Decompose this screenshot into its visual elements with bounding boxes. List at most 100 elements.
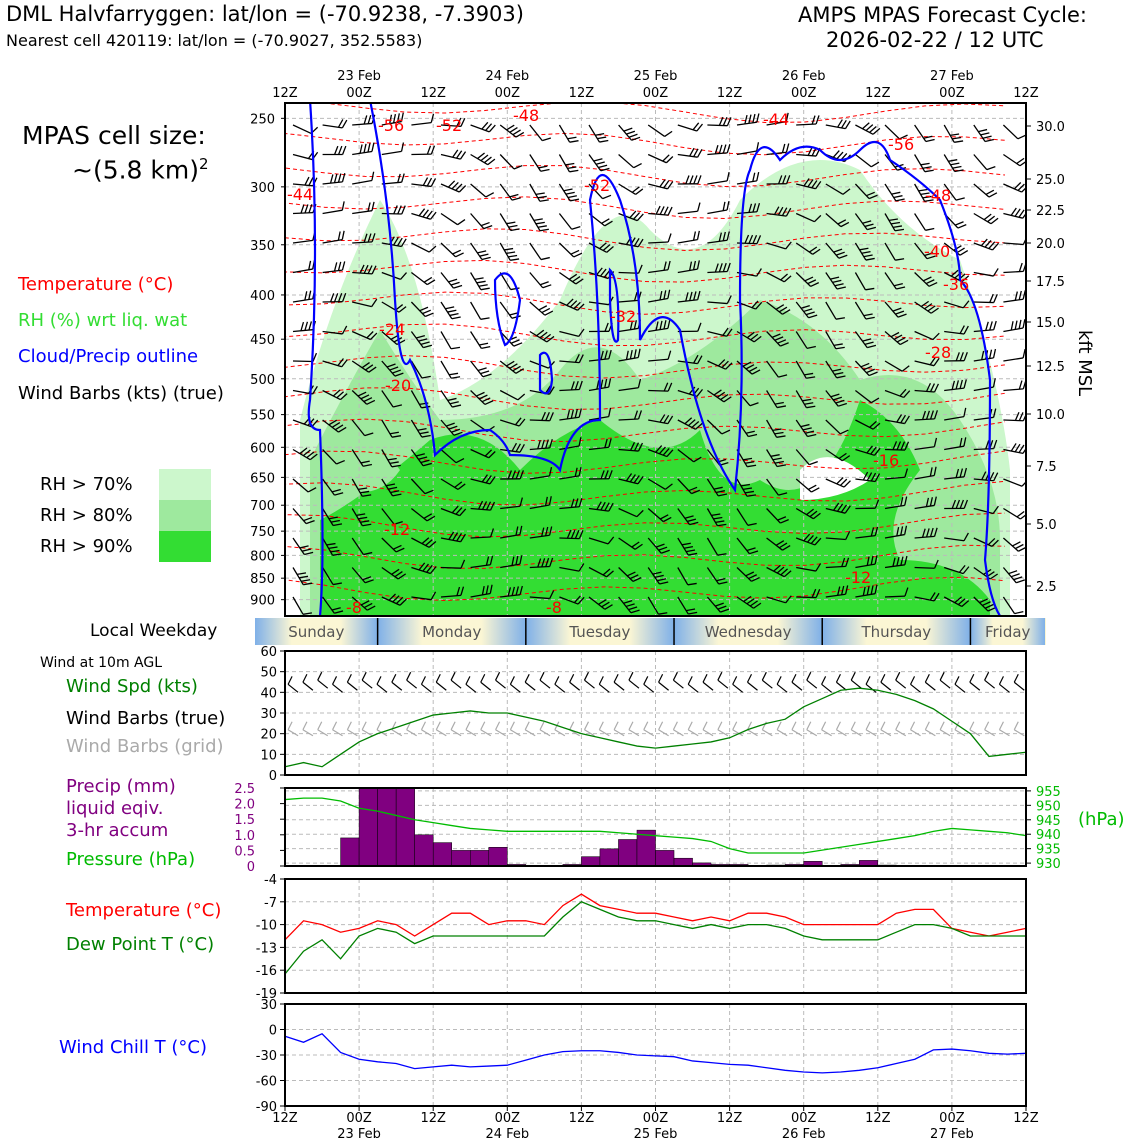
wind-barb-flag: [577, 303, 585, 311]
wind-barb-flag: [1010, 207, 1017, 216]
local-weekday-label: Local Weekday: [90, 621, 218, 641]
wind-barb-flag: [992, 378, 996, 388]
wind-barb-shaft: [766, 478, 779, 496]
wind-barb-flag: [489, 555, 494, 565]
wind-barb-flag: [1014, 443, 1021, 453]
wind-barb: [677, 354, 703, 365]
wind-barb-flag: [363, 551, 373, 556]
wind-barb: [795, 419, 817, 438]
wind-barb-flag: [952, 165, 962, 169]
wind-barb-true-shaft: [939, 679, 951, 689]
wind-barb-flag: [843, 480, 851, 488]
wind-barb: [884, 272, 906, 290]
y-tick-label-left: 250: [250, 112, 275, 127]
wind-barb: [470, 213, 493, 230]
wind-barb-flag: [655, 543, 665, 548]
wind-barb: [796, 178, 822, 190]
wind-barb: [588, 242, 614, 253]
y-tick-label: -90: [256, 1100, 277, 1115]
wind-barb-true: [984, 671, 996, 689]
wind-barb-flag: [363, 264, 369, 274]
wind-barb-flag: [362, 494, 372, 497]
wind-barb-flag: [988, 349, 993, 359]
wind-barb: [795, 360, 816, 379]
wind-barb: [618, 567, 642, 582]
wind-barb-flag: [693, 354, 699, 364]
y-tick-label-left: 750: [250, 525, 275, 540]
wind-barb-flag: [519, 470, 524, 480]
wind-barb-flag: [659, 179, 666, 188]
wind-barb: [825, 183, 851, 195]
wind-barb-flag: [780, 568, 788, 576]
wind-barb-flag: [333, 262, 338, 272]
wind-barb-grid-shaft: [747, 729, 758, 737]
wind-barb-shaft: [588, 124, 600, 143]
wind-barb-flag: [950, 162, 960, 166]
wind-barb-flag: [1013, 576, 1023, 581]
wind-barb-flag: [449, 312, 459, 317]
wind-barb-shaft: [825, 419, 841, 435]
wind-barb-flag: [896, 441, 902, 451]
wind-barb-grid-shaft: [495, 729, 506, 737]
temperature-contour: [285, 228, 1006, 251]
date-label: 25 Feb: [634, 1127, 678, 1140]
wind-barb-flag: [751, 300, 759, 309]
wind-barb-true-shaft: [910, 683, 921, 693]
wind-barb-flag: [540, 168, 550, 172]
wind-barb-flag: [717, 553, 727, 556]
wind-barb-flag: [301, 548, 311, 552]
wind-barb-flag: [301, 579, 311, 582]
wind-barb: [648, 350, 672, 362]
temperature-contour: [285, 418, 1006, 443]
wind-barb-flag: [544, 496, 548, 506]
wind-barb-flag: [838, 254, 848, 259]
wind-barb: [440, 149, 467, 160]
precip-bar: [673, 857, 693, 867]
wind-barb-shaft: [618, 183, 637, 195]
wind-barb-shaft: [943, 124, 955, 143]
legend-rh: RH (%) wrt liq. wat: [18, 310, 188, 331]
wind-barb-flag: [840, 119, 847, 129]
wind-barb-shaft: [647, 124, 665, 137]
wind-barb-flag: [460, 586, 465, 596]
wind-barb-grid-shaft: [791, 729, 803, 737]
wind-barb: [411, 591, 437, 601]
wind-barb-flag: [933, 466, 937, 476]
cell-size-exponent: 2: [199, 155, 209, 173]
precip-accum-label: 3-hr accum: [66, 820, 169, 841]
wind-barb-shaft: [470, 242, 483, 260]
wind-barb-flag: [481, 474, 488, 483]
wind-barb-true-shaft: [480, 681, 492, 691]
wind-barb-flag: [599, 139, 609, 143]
wind-barb-flag: [925, 410, 930, 420]
wind-barb-true-flag: [583, 671, 590, 681]
wind-barb-flag: [778, 374, 788, 378]
wind-barb-flag: [299, 575, 309, 579]
y-tick-label-left: 400: [250, 289, 275, 304]
wind-barb-flag: [397, 205, 402, 215]
wind-barb: [1003, 380, 1026, 392]
wind-barb-flag: [713, 389, 722, 396]
wind-barb-flag: [629, 574, 639, 580]
wind-barb-flag: [451, 505, 459, 514]
wind-barb-true-shaft: [584, 679, 595, 689]
wind-barb-flag: [693, 148, 699, 157]
wind-barb-flag: [959, 352, 964, 361]
wind-barb: [825, 213, 850, 228]
wind-barb-grid: [332, 721, 343, 737]
wind-barb-flag: [696, 230, 700, 240]
wind-barb-true-flag: [628, 671, 634, 681]
y-tick-label-left: 500: [250, 373, 275, 388]
wind-barb-true: [717, 671, 729, 689]
wind-barb-flag: [395, 596, 404, 605]
wind-barb-grid: [998, 721, 1010, 737]
wind-barb-grid-flag: [880, 721, 886, 731]
wind-barb: [352, 114, 376, 126]
wind-barb: [351, 567, 374, 584]
wind-barb-flag: [867, 344, 877, 349]
wind-barb-flag: [519, 525, 523, 535]
wind-barb-flag: [304, 291, 308, 301]
wind-barb-true-flag: [702, 673, 708, 683]
wind-barb: [351, 419, 374, 437]
wind-barb: [884, 414, 910, 425]
